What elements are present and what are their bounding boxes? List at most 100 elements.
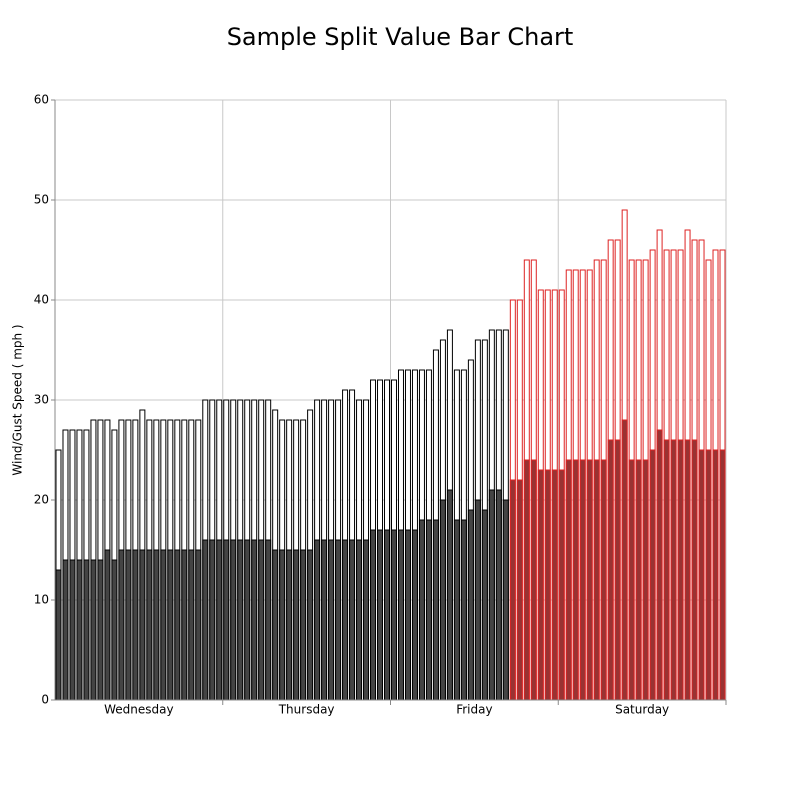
bar: [125, 549, 132, 701]
bar: [614, 439, 621, 701]
y-tick-label: 40: [34, 293, 49, 307]
bar: [425, 519, 432, 701]
y-tick-label: 0: [41, 693, 49, 707]
bar: [677, 439, 684, 701]
bar: [446, 489, 453, 701]
bar: [328, 539, 335, 701]
bar: [286, 549, 293, 701]
bar: [593, 459, 600, 701]
chart-title: Sample Split Value Bar Chart: [227, 23, 574, 51]
y-tick-label: 10: [34, 593, 49, 607]
bar: [530, 459, 537, 701]
bar: [698, 449, 705, 701]
bar: [195, 549, 202, 701]
bar: [118, 549, 125, 701]
bar: [481, 509, 488, 701]
bar: [509, 479, 516, 701]
bar: [370, 529, 377, 701]
bar: [349, 539, 356, 701]
bar: [663, 439, 670, 701]
bar: [495, 489, 502, 701]
bar: [160, 549, 167, 701]
bar: [132, 549, 139, 701]
bar: [300, 549, 307, 701]
bar: [356, 539, 363, 701]
bar: [537, 469, 544, 701]
bar: [55, 569, 62, 701]
bar: [244, 539, 251, 701]
y-tick-label: 20: [34, 493, 49, 507]
x-tick-label: Friday: [456, 703, 492, 717]
bar: [670, 439, 677, 701]
bar: [635, 459, 642, 701]
bar: [384, 529, 390, 701]
bar: [404, 529, 411, 701]
y-tick-label: 30: [34, 393, 49, 407]
bar: [335, 539, 342, 701]
bar: [439, 499, 446, 701]
bar: [572, 459, 579, 701]
bar: [307, 549, 314, 701]
bar: [391, 529, 397, 701]
bar: [712, 449, 719, 701]
bar: [467, 509, 474, 701]
bar: [321, 539, 328, 701]
bar: [167, 549, 174, 701]
bar: [293, 549, 300, 701]
bar: [258, 539, 265, 701]
bar: [411, 529, 418, 701]
bar: [251, 539, 258, 701]
bar: [111, 559, 118, 701]
bar: [544, 469, 551, 701]
x-tick-label: Thursday: [278, 703, 335, 717]
y-tick-label: 60: [34, 93, 49, 107]
bar: [705, 449, 712, 701]
bar: [279, 549, 286, 701]
bar: [90, 559, 97, 701]
bar: [363, 539, 370, 701]
x-tick-label: Wednesday: [104, 703, 173, 717]
bar: [649, 449, 656, 701]
bar: [397, 529, 404, 701]
bar: [223, 539, 230, 701]
bar: [474, 499, 481, 701]
bar: [691, 439, 698, 701]
bar: [551, 469, 558, 701]
bar: [97, 559, 104, 701]
bar: [719, 449, 726, 701]
bar: [565, 459, 572, 701]
bar: [69, 559, 76, 701]
bar: [202, 539, 209, 701]
bar: [146, 549, 153, 701]
bar: [153, 549, 160, 701]
bar: [83, 559, 90, 701]
bar: [600, 459, 607, 701]
bar: [104, 549, 111, 701]
bar: [586, 459, 593, 701]
bar: [265, 539, 272, 701]
bar: [579, 459, 586, 701]
bar: [418, 519, 425, 701]
x-tick-label: Saturday: [615, 703, 669, 717]
bar: [432, 519, 439, 701]
bar: [216, 539, 223, 701]
bar: [502, 499, 509, 701]
bar: [209, 539, 216, 701]
bar: [684, 439, 691, 701]
bar: [628, 459, 635, 701]
y-tick-label: 50: [34, 193, 49, 207]
bar: [314, 539, 321, 701]
bar: [656, 429, 663, 701]
bar: [453, 519, 460, 701]
bar: [174, 549, 181, 701]
bar: [516, 479, 523, 701]
bar: [188, 549, 195, 701]
bar: [642, 459, 649, 701]
bar: [607, 439, 614, 701]
bar: [558, 469, 565, 701]
bar: [342, 539, 349, 701]
bar: [460, 519, 467, 701]
bar: [76, 559, 83, 701]
bar: [139, 549, 146, 701]
